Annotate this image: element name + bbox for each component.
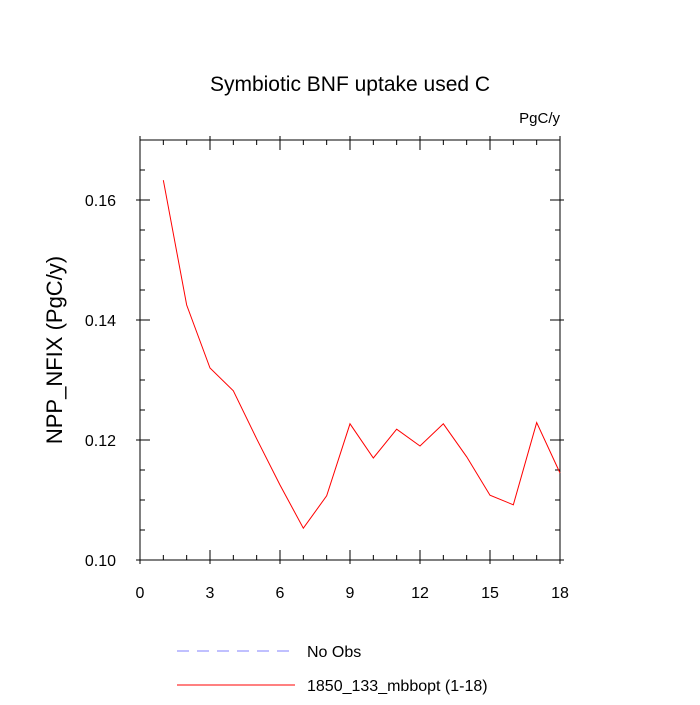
y-tick-label: 0.16 <box>85 193 116 210</box>
y-tick-label: 0.12 <box>85 433 116 450</box>
units-label: PgC/y <box>519 110 560 127</box>
x-tick-label: 0 <box>136 585 145 602</box>
axis-ticks <box>136 136 564 564</box>
x-tick-label: 12 <box>411 585 429 602</box>
chart-title: Symbiotic BNF uptake used C <box>210 73 490 96</box>
x-tick-label: 3 <box>206 585 215 602</box>
x-tick-label: 18 <box>551 585 569 602</box>
y-tick-label: 0.10 <box>85 553 116 570</box>
series-line <box>162 180 561 530</box>
x-tick-label: 6 <box>276 585 285 602</box>
series-lines <box>162 180 561 530</box>
x-tick-label: 9 <box>346 585 355 602</box>
y-axis-label: NPP_NFIX (PgC/y) <box>42 256 67 444</box>
legend-label: No Obs <box>307 644 361 661</box>
y-tick-label: 0.14 <box>85 313 116 330</box>
legend-label: 1850_133_mbbopt (1-18) <box>307 678 488 695</box>
legend: No Obs 1850_133_mbbopt (1-18) <box>177 644 488 695</box>
x-tick-label: 15 <box>481 585 499 602</box>
axis-tick-labels: 0 3 6 9 12 15 18 0.10 0.12 0.14 0.16 <box>85 193 569 602</box>
